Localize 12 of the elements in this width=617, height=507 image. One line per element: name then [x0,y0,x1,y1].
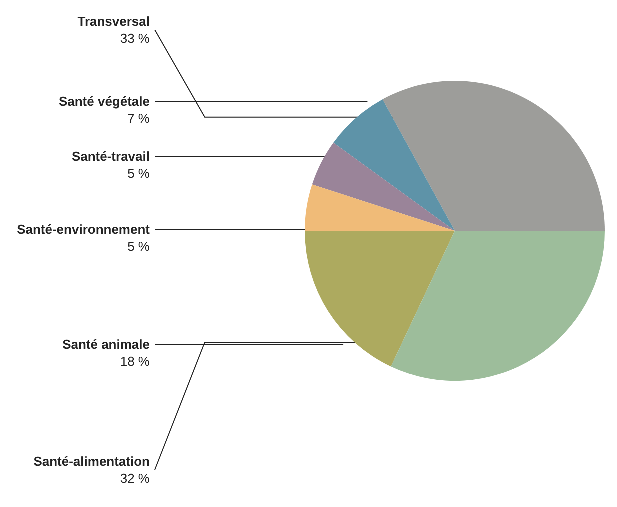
data-label: 5 % [128,239,150,254]
data-label: 33 % [120,31,150,46]
slice-label: Santé végétale [58,94,150,109]
slice-label: Santé-travail [72,149,150,164]
slice-label: Santé-alimentation [34,454,150,469]
slice-label: Santé animale [62,337,150,352]
data-label: 32 % [120,471,150,486]
data-label: 7 % [128,111,150,126]
slice-label: Santé-environnement [17,222,151,237]
slice-label: Transversal [78,14,150,29]
data-label: 18 % [120,354,150,369]
data-label: 5 % [128,166,150,181]
